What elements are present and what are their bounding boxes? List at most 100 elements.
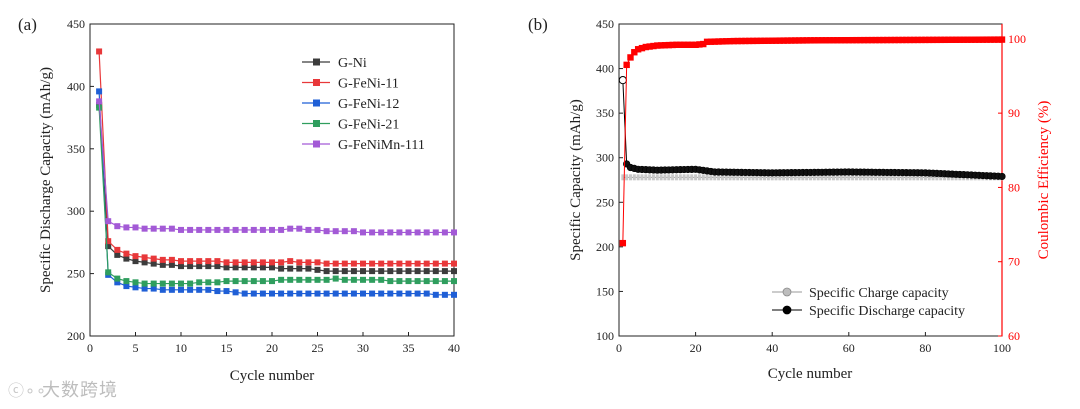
data-point: [214, 279, 221, 286]
data-point: [278, 259, 285, 266]
series-G-FeNi-11: [96, 48, 457, 267]
series-G-Ni: [96, 102, 457, 275]
data-point: [711, 38, 718, 45]
data-point: [636, 174, 640, 181]
data-point: [232, 264, 239, 271]
data-point: [259, 290, 266, 297]
data-point: [178, 226, 184, 233]
data-point: [922, 36, 929, 44]
data-point: [360, 268, 366, 275]
data-point: [897, 174, 901, 181]
y2-tick-label: 90: [1008, 106, 1020, 120]
data-point: [187, 226, 194, 233]
data-point: [332, 260, 339, 267]
data-point: [816, 174, 820, 181]
data-point: [405, 268, 412, 275]
data-point: [719, 38, 726, 45]
data-point: [332, 290, 339, 297]
data-point: [178, 280, 184, 287]
data-point: [877, 174, 881, 181]
data-point: [178, 258, 184, 265]
data-point: [341, 290, 348, 297]
data-point: [680, 41, 688, 48]
data-point: [269, 278, 275, 285]
data-point: [755, 174, 759, 181]
data-point: [927, 174, 931, 181]
data-point: [360, 260, 366, 267]
data-point: [114, 223, 121, 230]
data-point: [250, 264, 257, 271]
data-point: [998, 172, 1006, 181]
x-tick-label: 40: [766, 341, 778, 355]
data-point: [423, 268, 430, 275]
data-point: [441, 260, 448, 267]
data-point: [278, 290, 285, 297]
data-point: [791, 37, 799, 44]
data-point: [114, 279, 121, 286]
series-line: [98, 101, 454, 234]
data-point: [677, 41, 684, 48]
legend-label: G-FeNi-11: [338, 77, 399, 92]
data-point: [857, 36, 864, 44]
data-point: [743, 174, 747, 181]
data-point: [797, 174, 801, 181]
data-point: [232, 226, 239, 233]
data-point: [703, 38, 711, 46]
data-point: [700, 40, 707, 48]
y-tick-label: 150: [596, 284, 614, 298]
data-point: [123, 224, 130, 231]
data-point: [414, 229, 421, 236]
data-point: [812, 174, 816, 181]
data-point: [378, 229, 385, 236]
data-point: [778, 174, 782, 181]
data-point: [123, 250, 130, 257]
data-point: [724, 174, 728, 181]
data-point: [305, 226, 312, 233]
x-tick-label: 100: [993, 341, 1011, 355]
data-point: [868, 36, 875, 44]
data-point: [278, 265, 285, 272]
data-point: [730, 37, 738, 45]
data-point: [929, 36, 937, 44]
y2-tick-label: 60: [1008, 329, 1020, 343]
data-point: [803, 37, 810, 44]
data-point: [378, 268, 385, 275]
data-point: [682, 174, 686, 181]
data-point: [159, 286, 166, 293]
data-point: [646, 43, 653, 50]
data-point: [895, 36, 902, 44]
data-point: [707, 38, 715, 45]
data-point: [132, 253, 139, 260]
legend-item: Specific Charge capacity: [772, 286, 949, 301]
data-point: [350, 276, 357, 283]
data-point: [949, 36, 956, 43]
data-point: [726, 37, 734, 45]
y-tick-label: 100: [596, 329, 614, 343]
data-point: [150, 260, 157, 267]
data-point: [742, 37, 749, 45]
data-point: [774, 174, 778, 181]
data-point: [851, 174, 855, 181]
legend-item: G-Ni: [302, 56, 367, 71]
data-point: [432, 278, 439, 285]
data-point: [893, 174, 897, 181]
data-point: [223, 259, 230, 266]
data-point: [952, 36, 960, 43]
data-point: [849, 36, 856, 44]
data-point: [378, 276, 385, 283]
y-tick-label: 250: [596, 195, 614, 209]
data-point: [150, 225, 157, 232]
data-point: [923, 174, 927, 181]
data-point: [841, 37, 849, 44]
data-point: [638, 44, 646, 52]
data-point: [910, 36, 918, 44]
data-point: [780, 37, 787, 44]
data-point: [728, 174, 732, 181]
data-point: [853, 36, 860, 44]
data-point: [287, 276, 294, 283]
data-point: [168, 256, 175, 263]
data-point: [323, 276, 330, 283]
panel-b: (b) 0 20 40 60 80 100 100 150 200 250 300 350 400 450…: [528, 15, 1052, 382]
data-point: [341, 260, 348, 267]
